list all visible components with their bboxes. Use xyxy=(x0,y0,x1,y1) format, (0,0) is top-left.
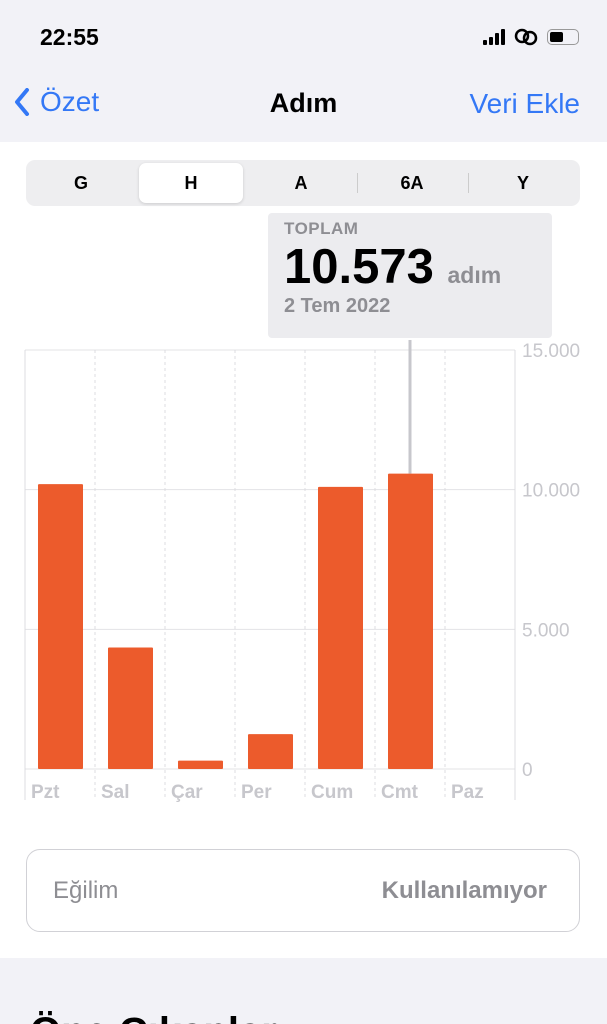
divider xyxy=(357,173,358,193)
trend-label: Eğilim xyxy=(53,876,119,904)
segment-6month[interactable]: 6A xyxy=(400,173,424,193)
back-label: Özet xyxy=(40,86,100,117)
add-data-button[interactable]: Veri Ekle xyxy=(469,88,581,119)
bar-Cum xyxy=(318,486,363,769)
status-time: 22:55 xyxy=(40,24,99,50)
x-tick-label: Cum xyxy=(311,782,353,803)
tooltip-date: 2 Tem 2022 xyxy=(284,295,391,317)
bar-Çar xyxy=(178,760,223,769)
period-segmented-control: G H A 6A Y xyxy=(26,160,580,206)
divider xyxy=(468,173,469,193)
signal-icon xyxy=(483,29,505,45)
segment-year[interactable]: Y xyxy=(516,173,529,193)
trend-row[interactable]: Eğilim Kullanılamıyor xyxy=(26,849,580,932)
bar-Sal xyxy=(108,647,153,769)
bar-Pzt xyxy=(38,484,83,769)
highlights-section: Öne Çıkanlar xyxy=(0,958,607,1024)
tooltip-value: 10.573 adım xyxy=(284,240,502,294)
battery-icon xyxy=(547,29,579,45)
y-tick-label: 0 xyxy=(522,760,533,781)
back-button[interactable]: Özet xyxy=(14,86,99,118)
section-title: Öne Çıkanlar xyxy=(30,1010,277,1024)
page-title: Adım xyxy=(269,88,338,118)
x-tick-label: Pzt xyxy=(31,782,60,803)
segment-month[interactable]: A xyxy=(294,173,308,193)
segment-week[interactable]: H xyxy=(139,163,243,203)
trend-value: Kullanılamıyor xyxy=(381,876,547,904)
x-tick-label: Sal xyxy=(101,782,130,803)
tooltip-label: TOPLAM xyxy=(284,219,359,238)
steps-bar-chart[interactable]: 15.000 10.000 5.000 0 Pzt Sal Çar Per Cum Cmt Paz xyxy=(0,340,607,810)
x-tick-label: Çar xyxy=(171,782,203,803)
tooltip-unit: adım xyxy=(447,262,502,288)
bar-Cmt xyxy=(388,473,433,769)
header-area: 22:55 Özet Adım Veri Ekle xyxy=(0,0,607,142)
segment-day[interactable]: G xyxy=(73,173,88,193)
bar-Per xyxy=(248,734,293,769)
y-tick-label: 15.000 xyxy=(522,341,580,362)
y-tick-label: 5.000 xyxy=(522,620,570,641)
x-tick-label: Per xyxy=(241,782,272,803)
y-tick-label: 10.000 xyxy=(522,481,580,502)
x-tick-label: Paz xyxy=(451,782,484,803)
status-icons xyxy=(483,28,579,46)
x-tick-label: Cmt xyxy=(381,782,419,803)
link-icon xyxy=(514,28,538,46)
chevron-left-icon xyxy=(15,88,29,116)
selection-tooltip: TOPLAM 10.573 adım 2 Tem 2022 xyxy=(268,213,552,338)
